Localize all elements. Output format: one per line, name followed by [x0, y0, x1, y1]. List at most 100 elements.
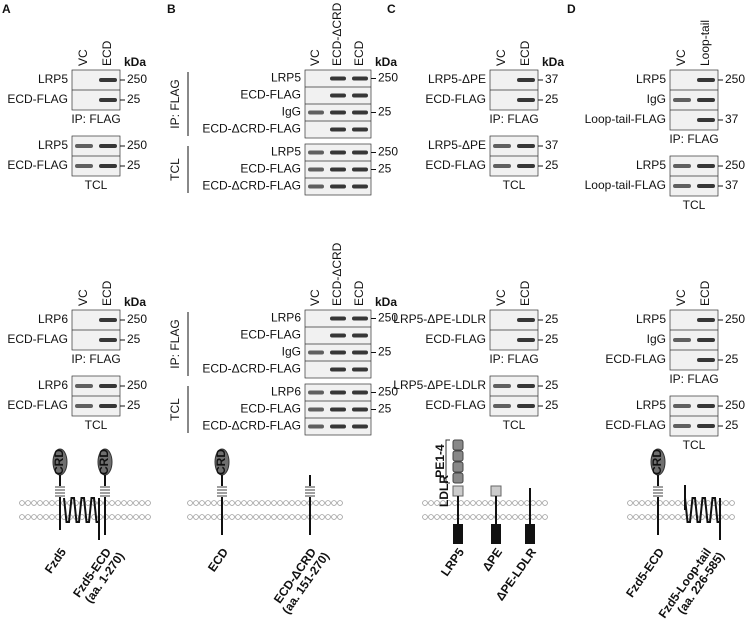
transmembrane-coil — [63, 497, 99, 523]
row-label: LRP6 — [38, 312, 68, 326]
membrane — [85, 500, 91, 506]
band — [308, 424, 324, 429]
membrane — [729, 514, 735, 520]
marker-label: 37 — [545, 72, 559, 86]
membrane — [229, 514, 235, 520]
transmembrane-coil — [684, 497, 720, 523]
row-label: Loop-tail-FLAG — [585, 178, 666, 192]
membrane — [428, 500, 434, 506]
row-label: ECD-ΔCRD-FLAG — [202, 122, 301, 136]
membrane — [325, 514, 331, 520]
membrane — [295, 500, 301, 506]
band — [99, 318, 117, 322]
membrane — [446, 500, 452, 506]
band — [352, 167, 368, 172]
membrane — [470, 500, 476, 506]
row-label: LRP5 — [636, 72, 666, 86]
membrane — [115, 514, 121, 520]
side-label: TCL — [168, 158, 182, 181]
membrane — [109, 514, 115, 520]
row-label: ECD-ΔCRD-FLAG — [202, 419, 301, 433]
membrane — [434, 514, 440, 520]
marker-label: 25 — [545, 378, 559, 392]
band — [697, 338, 715, 342]
band — [330, 167, 346, 172]
membrane — [488, 500, 494, 506]
band — [352, 316, 368, 321]
marker-label: 37 — [725, 178, 739, 192]
membrane — [651, 500, 657, 506]
marker-label: 25 — [127, 158, 141, 172]
membrane — [19, 514, 25, 520]
lane-label: VC — [494, 289, 508, 306]
membrane — [482, 514, 488, 520]
band — [352, 407, 368, 412]
section-caption: TCL — [683, 438, 706, 452]
band — [697, 358, 715, 362]
band — [99, 144, 117, 148]
membrane — [187, 500, 193, 506]
band — [352, 127, 368, 132]
membrane — [633, 500, 639, 506]
row-label: ECD-FLAG — [7, 92, 68, 106]
row-label: ECD-ΔCRD-FLAG — [202, 179, 301, 193]
membrane — [259, 514, 265, 520]
marker-label: 25 — [127, 92, 141, 106]
membrane — [645, 514, 651, 520]
membrane — [127, 500, 133, 506]
membrane — [458, 500, 464, 506]
marker-label: 25 — [545, 92, 559, 106]
lane-label: VC — [308, 49, 322, 66]
band — [308, 184, 324, 189]
band — [697, 98, 715, 102]
row-label: ECD-FLAG — [425, 158, 486, 172]
row-label: LRP5 — [271, 145, 301, 159]
row-label: ECD-FLAG — [240, 402, 301, 416]
membrane — [145, 500, 151, 506]
marker-label: 250 — [378, 385, 398, 399]
pe-domain — [452, 472, 464, 484]
section-caption: IP: FLAG — [669, 372, 718, 386]
membrane — [313, 500, 319, 506]
construct-name: LRP5 — [438, 545, 467, 578]
band — [99, 98, 117, 102]
marker-label: 25 — [378, 162, 392, 176]
band — [330, 390, 346, 395]
membrane — [133, 500, 139, 506]
panel-label: A — [2, 2, 11, 16]
section-caption: IP: FLAG — [71, 352, 120, 366]
lane-label: ECD — [352, 40, 366, 66]
band — [697, 424, 715, 428]
membrane — [319, 514, 325, 520]
lane-label: VC — [76, 289, 90, 306]
membrane — [506, 514, 512, 520]
membrane — [211, 514, 217, 520]
marker-label: 25 — [378, 345, 392, 359]
lane-label: ECD — [518, 40, 532, 66]
row-label: ECD-FLAG — [605, 352, 666, 366]
membrane — [452, 514, 458, 520]
band — [493, 164, 511, 168]
membrane — [109, 500, 115, 506]
band — [330, 76, 346, 81]
membrane — [651, 514, 657, 520]
band — [330, 127, 346, 132]
lane-label: ECD — [698, 280, 712, 306]
row-label: IgG — [647, 92, 666, 106]
band — [493, 144, 511, 148]
membrane — [440, 514, 446, 520]
marker-label: 250 — [725, 398, 745, 412]
section-caption: TCL — [683, 198, 706, 212]
intracellular-domain — [491, 524, 501, 544]
membrane — [536, 500, 542, 506]
section-caption: IP: FLAG — [489, 112, 538, 126]
construct-name: Fzd5 — [42, 545, 69, 576]
band — [308, 390, 324, 395]
membrane — [127, 514, 133, 520]
row-label: ECD-FLAG — [7, 158, 68, 172]
membrane — [289, 514, 295, 520]
membrane — [319, 500, 325, 506]
membrane — [271, 500, 277, 506]
band — [330, 407, 346, 412]
marker-label: 250 — [127, 138, 147, 152]
